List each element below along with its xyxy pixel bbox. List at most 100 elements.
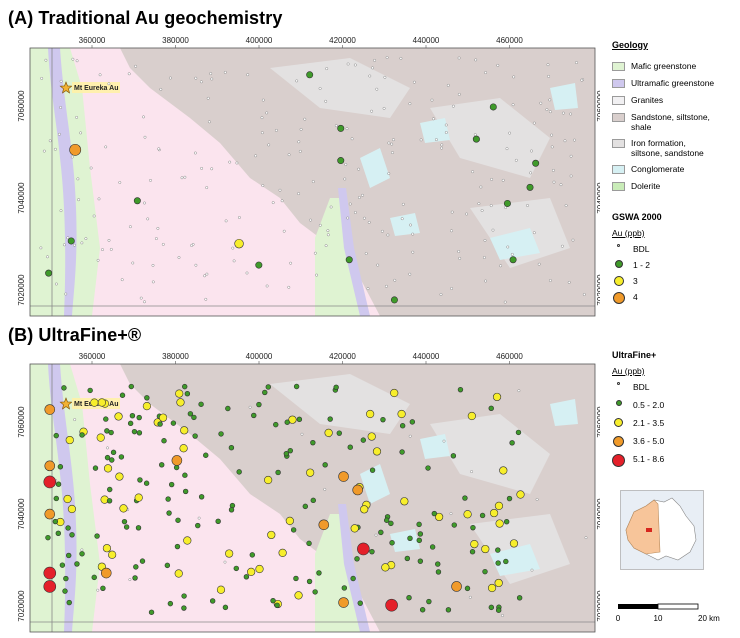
sample-point-bdl — [44, 58, 48, 62]
sample-point-2-1-3-5 — [247, 567, 256, 576]
sample-point-bdl — [465, 212, 469, 216]
y-tick-label: 7040000 — [17, 182, 26, 214]
legend-dot — [612, 260, 625, 268]
y-tick-label: 7020000 — [596, 274, 600, 306]
geology-swatch — [612, 165, 625, 174]
sample-point-bdl — [511, 103, 515, 107]
conglomerate-patch — [390, 213, 420, 236]
sample-point-bdl — [575, 61, 578, 65]
sample-point-bdl — [48, 139, 52, 143]
sample-point-0-5-2-0 — [215, 518, 221, 525]
sample-point-bdl — [346, 62, 350, 66]
legend-au-class-label: 0.5 - 2.0 — [633, 400, 665, 410]
legend-geology-item-label: Mafic greenstone — [631, 61, 697, 71]
sample-point-bdl — [200, 166, 204, 170]
sample-point-bdl — [297, 140, 301, 144]
sample-point-0-5-2-0 — [488, 405, 494, 412]
sample-point-bdl — [237, 216, 241, 219]
sample-point-2-1-3-5 — [487, 583, 497, 593]
y-tick-label: 7020000 — [596, 590, 600, 622]
sample-point-bdl — [80, 548, 84, 552]
map-panel-b[interactable]: 360000 380000 400000 420000 440000 460000 7060… — [0, 348, 600, 638]
sample-point-0-5-2-0 — [139, 558, 146, 564]
sample-point-bdl — [567, 280, 571, 284]
sample-point-bdl — [537, 262, 541, 266]
sample-point-bdl — [62, 243, 66, 247]
sample-point-bdl — [254, 154, 258, 158]
sample-point-0-5-2-0 — [198, 401, 204, 407]
sample-point-1-2 — [345, 256, 353, 264]
sample-point-0-5-2-0 — [184, 390, 191, 397]
sample-point-bdl — [324, 244, 328, 248]
sample-point-0-5-2-0 — [191, 414, 197, 421]
sample-point-bdl — [323, 487, 327, 491]
legend-au-class-label: 3.6 - 5.0 — [633, 436, 665, 446]
sample-point-bdl — [299, 127, 303, 131]
legend-dot — [612, 400, 625, 406]
legend-au-class: 4 — [612, 292, 638, 304]
sample-point-bdl — [470, 470, 474, 474]
sample-point-bdl — [386, 233, 390, 237]
sample-point-1-2 — [390, 296, 398, 304]
sample-point-0-5-2-0 — [425, 465, 431, 471]
sample-point-0-5-2-0 — [322, 462, 328, 468]
sample-point-bdl — [430, 98, 434, 102]
sample-point-0-5-2-0 — [312, 589, 318, 595]
map-panel-a[interactable]: 360000 380000 400000 420000 440000 460000 7060… — [0, 32, 600, 322]
y-tick-label: 7060000 — [596, 406, 600, 438]
sample-point-2-1-3-5 — [397, 409, 406, 419]
sample-point-bdl — [510, 252, 514, 256]
sample-point-1-2 — [255, 261, 263, 269]
sample-point-2-1-3-5 — [183, 536, 192, 545]
sample-point-bdl — [551, 168, 555, 172]
sample-point-0-5-2-0 — [79, 432, 85, 438]
sample-point-0-5-2-0 — [495, 560, 501, 566]
ultramafic-belt — [48, 364, 77, 632]
conglomerate-patch — [420, 118, 450, 143]
sample-point-bdl — [59, 106, 63, 109]
sample-point-0-5-2-0 — [429, 544, 436, 550]
sample-point-0-5-2-0 — [419, 607, 426, 613]
sample-point-0-5-2-0 — [457, 386, 464, 393]
sample-point-0-5-2-0 — [284, 419, 290, 425]
sample-point-bdl — [151, 263, 155, 267]
legend-geology-item: Ultramafic greenstone — [612, 78, 714, 88]
sample-point-0-5-2-0 — [92, 465, 99, 471]
sample-point-0-5-2-0 — [132, 575, 138, 581]
sample-point-bdl — [564, 204, 568, 207]
sample-point-2-1-3-5 — [97, 398, 106, 407]
y-tick-label: 7020000 — [17, 274, 26, 306]
legend-dot — [612, 454, 625, 467]
sample-point-0-5-2-0 — [52, 518, 59, 525]
sample-point-2-1-3-5 — [158, 413, 168, 422]
legend-dot — [612, 244, 625, 247]
sample-point-0-5-2-0 — [62, 588, 68, 594]
sample-point-2-1-3-5 — [108, 550, 117, 559]
sample-point-0-5-2-0 — [516, 595, 523, 601]
sample-point-bdl — [505, 147, 509, 151]
map-frame — [29, 47, 596, 317]
sample-point-3-6-5-0 — [338, 471, 349, 482]
sample-point-1-2 — [532, 159, 540, 167]
sample-point-bdl — [228, 160, 232, 164]
sample-point-bdl — [573, 138, 576, 142]
sample-point-0-5-2-0 — [181, 605, 187, 611]
sample-point-5-1-8-6 — [43, 580, 57, 593]
sample-point-bdl — [546, 63, 550, 67]
sample-point-bdl — [450, 229, 453, 233]
sample-point-bdl — [265, 111, 269, 115]
sample-point-bdl — [53, 147, 57, 151]
sample-point-0-5-2-0 — [65, 525, 71, 531]
sample-point-bdl — [457, 250, 461, 253]
sample-point-2-1-3-5 — [463, 510, 472, 519]
sample-point-bdl — [274, 128, 278, 132]
sample-point-2-1-3-5 — [470, 539, 479, 549]
sample-point-0-5-2-0 — [249, 552, 256, 558]
sample-point-bdl — [450, 287, 454, 290]
sample-point-bdl — [391, 151, 394, 155]
sample-point-0-5-2-0 — [118, 454, 125, 460]
sample-point-0-5-2-0 — [104, 428, 110, 434]
sample-point-bdl — [313, 251, 317, 255]
sample-point-0-5-2-0 — [129, 413, 136, 419]
sample-point-2-1-3-5 — [103, 464, 113, 473]
